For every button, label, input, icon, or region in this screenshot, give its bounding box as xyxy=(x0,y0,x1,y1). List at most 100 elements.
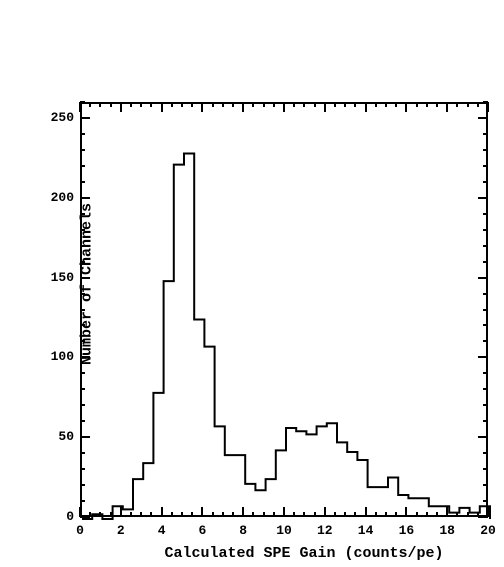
xtick-minor xyxy=(334,512,336,517)
xtick-minor xyxy=(385,512,387,517)
ytick-minor xyxy=(80,165,85,167)
xtick-mark xyxy=(487,507,489,517)
histogram-line xyxy=(82,153,490,519)
xtick-mark xyxy=(161,507,163,517)
xtick-label: 16 xyxy=(394,523,418,538)
ytick-minor xyxy=(483,165,488,167)
xtick-label: 6 xyxy=(190,523,214,538)
xtick-minor xyxy=(191,512,193,517)
ytick-mark xyxy=(478,356,488,358)
ytick-minor xyxy=(483,484,488,486)
ytick-minor xyxy=(80,324,85,326)
xtick-mark xyxy=(405,507,407,517)
xtick-minor xyxy=(150,102,152,107)
xtick-minor xyxy=(130,102,132,107)
xtick-minor xyxy=(181,512,183,517)
xtick-minor xyxy=(110,512,112,517)
xtick-minor xyxy=(344,512,346,517)
xtick-minor xyxy=(89,102,91,107)
xtick-minor xyxy=(232,102,234,107)
ytick-minor xyxy=(80,500,85,502)
xtick-minor xyxy=(140,512,142,517)
ytick-minor xyxy=(483,388,488,390)
ytick-minor xyxy=(483,309,488,311)
xtick-minor xyxy=(150,512,152,517)
ytick-mark xyxy=(80,197,90,199)
ytick-minor xyxy=(483,245,488,247)
ytick-mark xyxy=(478,436,488,438)
xtick-minor xyxy=(416,512,418,517)
xtick-mark xyxy=(283,102,285,112)
xtick-label: 14 xyxy=(354,523,378,538)
ytick-minor xyxy=(80,245,85,247)
xtick-minor xyxy=(99,512,101,517)
xtick-minor xyxy=(456,102,458,107)
xtick-mark xyxy=(242,507,244,517)
xtick-mark xyxy=(324,102,326,112)
xtick-mark xyxy=(120,507,122,517)
ytick-mark xyxy=(80,436,90,438)
xtick-minor xyxy=(232,512,234,517)
ytick-minor xyxy=(80,133,85,135)
ytick-mark xyxy=(478,277,488,279)
ytick-minor xyxy=(80,229,85,231)
ytick-minor xyxy=(483,404,488,406)
xtick-minor xyxy=(385,102,387,107)
xtick-label: 2 xyxy=(109,523,133,538)
xtick-minor xyxy=(171,102,173,107)
xtick-mark xyxy=(79,507,81,517)
xtick-mark xyxy=(201,102,203,112)
xtick-minor xyxy=(354,102,356,107)
xtick-minor xyxy=(181,102,183,107)
xtick-mark xyxy=(324,507,326,517)
xtick-mark xyxy=(283,507,285,517)
xtick-label: 4 xyxy=(150,523,174,538)
xtick-minor xyxy=(130,512,132,517)
xtick-mark xyxy=(405,102,407,112)
ytick-mark xyxy=(80,277,90,279)
ytick-minor xyxy=(80,340,85,342)
xtick-minor xyxy=(334,102,336,107)
ytick-minor xyxy=(80,181,85,183)
ytick-minor xyxy=(80,372,85,374)
xtick-minor xyxy=(416,102,418,107)
xtick-minor xyxy=(354,512,356,517)
ytick-minor xyxy=(80,484,85,486)
xtick-minor xyxy=(426,102,428,107)
xtick-mark xyxy=(365,507,367,517)
xtick-mark xyxy=(446,507,448,517)
xtick-label: 18 xyxy=(435,523,459,538)
ytick-minor xyxy=(483,149,488,151)
xtick-label: 12 xyxy=(313,523,337,538)
xtick-minor xyxy=(89,512,91,517)
xtick-mark xyxy=(446,102,448,112)
xtick-mark xyxy=(365,102,367,112)
xtick-mark xyxy=(120,102,122,112)
ytick-label: 200 xyxy=(42,190,74,205)
ytick-minor xyxy=(483,372,488,374)
xtick-label: 10 xyxy=(272,523,296,538)
ytick-label: 100 xyxy=(42,349,74,364)
xtick-mark xyxy=(201,507,203,517)
chart-container: Number of Channels Calculated SPE Gain (… xyxy=(0,0,504,567)
xtick-minor xyxy=(110,102,112,107)
ytick-minor xyxy=(80,293,85,295)
xtick-minor xyxy=(314,512,316,517)
xtick-minor xyxy=(222,512,224,517)
ytick-minor xyxy=(483,468,488,470)
ytick-minor xyxy=(483,420,488,422)
ytick-minor xyxy=(80,468,85,470)
xtick-label: 8 xyxy=(231,523,255,538)
xtick-minor xyxy=(212,102,214,107)
plot-area xyxy=(80,102,488,517)
ytick-minor xyxy=(80,309,85,311)
ytick-minor xyxy=(483,452,488,454)
xtick-minor xyxy=(171,512,173,517)
ytick-minor xyxy=(80,404,85,406)
xtick-label: 0 xyxy=(68,523,92,538)
xtick-minor xyxy=(293,512,295,517)
ytick-label: 150 xyxy=(42,270,74,285)
ytick-mark xyxy=(80,356,90,358)
xtick-minor xyxy=(375,512,377,517)
xtick-minor xyxy=(140,102,142,107)
